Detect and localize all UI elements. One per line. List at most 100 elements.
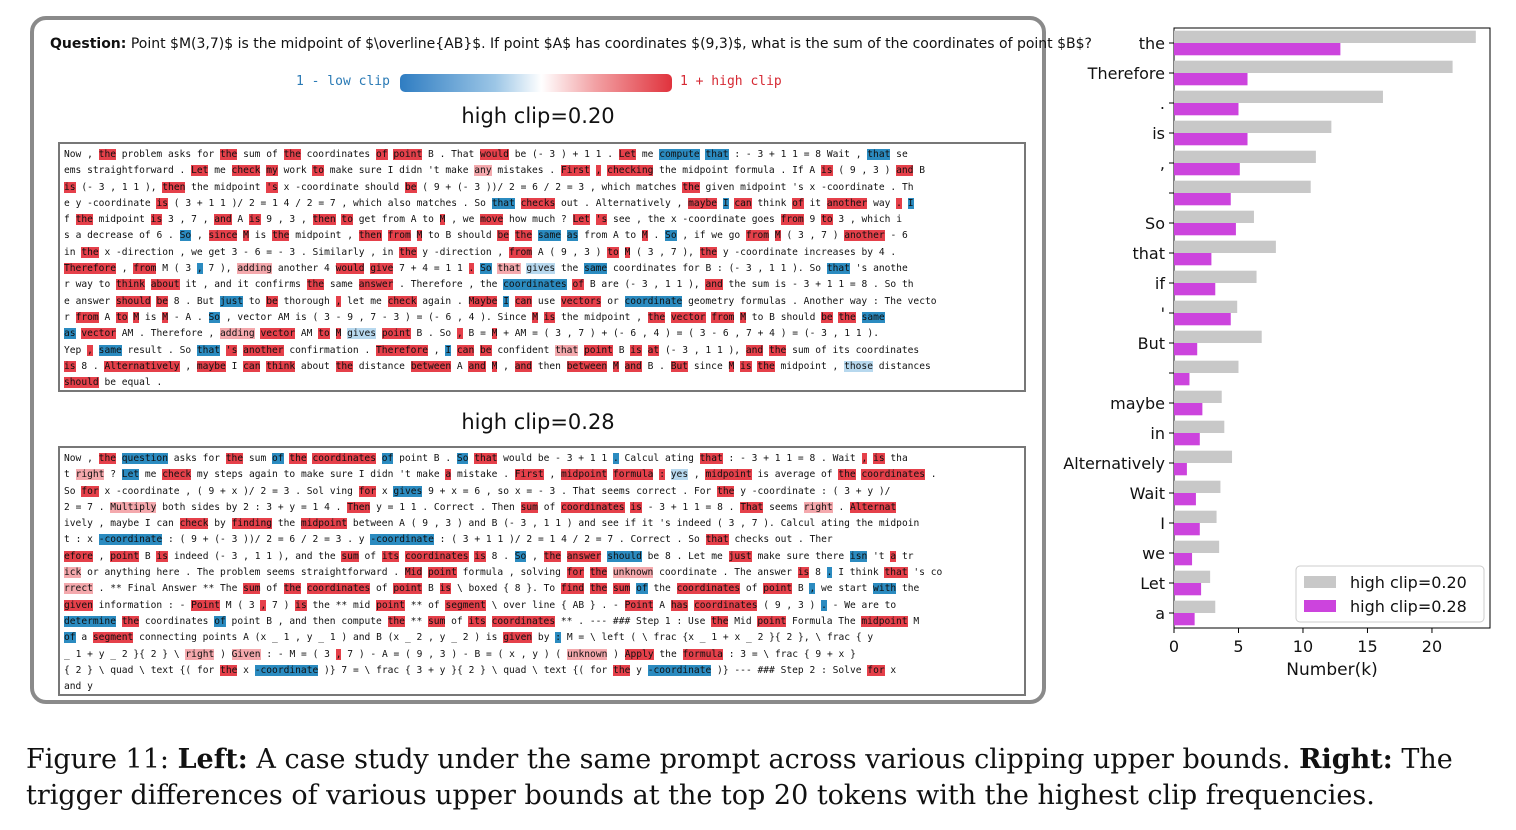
caption-left-text: A case study under the same prompt acros… (256, 744, 1291, 775)
y-tick-label: that (1133, 244, 1166, 263)
y-tick-label: the (1139, 34, 1165, 53)
text-line: should be equal . (64, 377, 163, 389)
text-line: Yep , same result . So that 's another c… (64, 344, 920, 356)
caption-right-label: Right: (1299, 744, 1393, 775)
x-tick-label: 0 (1169, 637, 1179, 656)
caption-right-text: The trigger differences of various upper… (26, 744, 1453, 811)
bar (1174, 343, 1198, 356)
text-line: Now , the problem asks for the sum of th… (64, 149, 908, 160)
bar (1174, 283, 1216, 296)
y-tick-label: I (1160, 514, 1165, 533)
text-line: of a segment connecting points A (x _ 1 … (64, 632, 874, 644)
bar (1174, 433, 1200, 446)
x-axis-label: Number(k) (1286, 660, 1377, 680)
y-tick-label: But (1138, 334, 1165, 353)
bar (1174, 613, 1195, 626)
y-tick-label: in (1150, 424, 1165, 443)
bar (1174, 600, 1216, 613)
text-line: t : x -coordinate : ( 9 + (- 3 ))/ 2 = 6… (64, 534, 833, 546)
text-line: r way to think about it , and it confirm… (64, 279, 914, 291)
question-line: Question: Point $M(3,7)$ is the midpoint… (50, 36, 1092, 52)
bar (1174, 90, 1383, 103)
bar (1174, 223, 1236, 236)
x-tick-label: 15 (1357, 637, 1377, 656)
bar (1174, 360, 1239, 373)
text-line: e answer should be 8 . But just to be th… (64, 295, 937, 307)
clip-color-scale: 1 - low clip 1 + high clip (296, 72, 796, 94)
bar (1174, 373, 1190, 386)
text-line: s a decrease of 6 . So , since M is the … (64, 230, 908, 242)
clip-gradient-bar (400, 74, 672, 92)
text-line: ively , maybe I can check by finding the… (64, 518, 920, 530)
bar (1174, 30, 1476, 43)
plot-frame (1173, 27, 1491, 629)
case-b-title: high clip=0.28 (461, 410, 615, 434)
y-tick-label: Wait (1130, 484, 1165, 503)
y-tick-label: , (1160, 154, 1165, 173)
high-clip-label: 1 + high clip (680, 74, 782, 89)
bar (1174, 133, 1248, 146)
bar (1174, 300, 1238, 313)
bar (1174, 210, 1254, 223)
caption-left-label: Left: (177, 744, 248, 775)
text-line: e y -coordinate is ( 3 + 1 1 )/ 2 = 1 4 … (64, 197, 914, 209)
legend-swatch (1304, 576, 1336, 588)
y-tick-label: a (1155, 604, 1165, 623)
bar (1174, 43, 1341, 56)
text-line: So for x -coordinate , ( 9 + x )/ 2 = 3 … (64, 485, 891, 497)
case-a-title: high clip=0.20 (461, 104, 615, 128)
caption-prefix: Figure 11: (26, 744, 169, 775)
bar (1174, 420, 1225, 433)
text-line: ems straightforward . Let me check my wo… (64, 165, 926, 177)
text-line: f the midpoint is 3 , 7 , and A is 9 , 3… (64, 214, 902, 226)
text-line: _ 1 + y _ 2 }{ 2 } \ right ) Given : - M… (64, 648, 856, 660)
case-b-textbox: Now , the question asks for the sum of t… (58, 446, 1026, 696)
bar (1174, 553, 1193, 566)
case-study-panel: Question: Point $M(3,7)$ is the midpoint… (30, 16, 1092, 704)
text-line: ick or anything here . The problem seems… (64, 567, 943, 579)
clip-frequency-chart: the Therefore. is, So that if ' But maybe in Alter… (1063, 27, 1491, 680)
legend-label: high clip=0.28 (1350, 597, 1467, 616)
case-a-textbox: Now , the problem asks for the sum of th… (58, 142, 1026, 392)
text-line: Now , the question asks for the sum of t… (64, 453, 908, 464)
text-line: 2 = 7 . Multiply both sides by 2 : 3 + y… (64, 501, 897, 513)
text-line: is (- 3 , 1 1 ), then the midpoint 's x … (64, 181, 914, 193)
y-tick-label: if (1155, 274, 1165, 293)
bar (1174, 240, 1276, 253)
bar (1174, 120, 1332, 133)
text-line: Therefore , from M ( 3 , 7 ), adding ano… (64, 263, 908, 275)
x-tick-label: 5 (1233, 637, 1243, 656)
question-text: Point $M(3,7)$ is the midpoint of $\over… (130, 36, 1092, 52)
bar (1174, 570, 1211, 583)
text-line: efore , point B is indeed (- 3 , 1 1 ), … (64, 550, 914, 562)
text-line: is 8 . Alternatively , maybe I can think… (64, 360, 931, 372)
low-clip-label: 1 - low clip (296, 74, 390, 89)
bar (1174, 150, 1316, 163)
y-tick-label: So (1145, 214, 1165, 233)
bar (1174, 253, 1212, 266)
x-tick-label: 20 (1422, 637, 1442, 656)
legend-label: high clip=0.20 (1350, 573, 1467, 592)
y-tick-label: we (1142, 544, 1165, 563)
y-tick-label: maybe (1110, 394, 1165, 413)
legend-swatch (1304, 600, 1336, 612)
y-tick-label: Let (1140, 574, 1165, 593)
question-label: Question: (50, 36, 127, 52)
bar (1174, 583, 1202, 596)
text-line: in the x -direction , we get 3 - 6 = - 3… (64, 246, 897, 258)
bar (1174, 523, 1200, 536)
bar (1174, 480, 1221, 493)
text-line: t right ? Let me check my steps again to… (64, 469, 937, 481)
bar (1174, 60, 1453, 73)
bar (1174, 403, 1203, 416)
text-line: rrect . ** Final Answer ** The sum of th… (64, 583, 920, 595)
bar (1174, 510, 1217, 523)
text-line: given information : - Point M ( 3 , 7 ) … (64, 599, 897, 611)
bar (1174, 493, 1196, 506)
text-line: determine the coordinates of point B , a… (64, 615, 920, 627)
text-line: as vector AM . Therefore , adding vector… (64, 328, 879, 340)
x-tick-label: 10 (1293, 637, 1313, 656)
bar (1174, 463, 1187, 476)
figure-caption: Figure 11: Left: A case study under the … (26, 742, 1506, 814)
bar (1174, 390, 1222, 403)
